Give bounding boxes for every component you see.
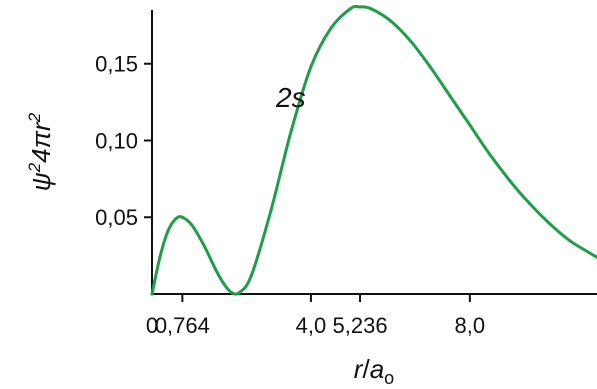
data-point xyxy=(249,274,253,278)
data-point xyxy=(190,223,194,227)
data-point xyxy=(388,19,392,23)
data-point xyxy=(508,178,512,182)
data-point xyxy=(369,7,372,10)
data-point xyxy=(166,229,170,233)
y-tick-label: 0,15 xyxy=(95,52,138,77)
tick-marks xyxy=(144,62,471,302)
x-tick-label: 4,0 xyxy=(296,313,327,338)
series-label-2s: 2s xyxy=(275,82,306,113)
y-axis-title-r: r xyxy=(26,121,56,131)
x-axis-title-slash: / xyxy=(362,354,370,384)
series-line-2s xyxy=(150,4,597,296)
data-point xyxy=(587,251,591,255)
data-point xyxy=(174,217,178,221)
data-point xyxy=(309,65,313,69)
x-axis-title: r/ao xyxy=(354,354,394,388)
data-point xyxy=(468,123,472,127)
series-points xyxy=(150,5,597,296)
x-tick-label: 0,764 xyxy=(155,313,210,338)
y-tick-label: 0,05 xyxy=(95,205,138,230)
data-point xyxy=(428,65,432,69)
y-axis-title-psi: ψ xyxy=(26,172,56,191)
data-point xyxy=(349,7,353,10)
data-point xyxy=(214,267,218,271)
plot-area: 00,764 4,0 5,236 8,0 0,05 0,10 0,15 xyxy=(95,4,597,338)
y-axis-title: ψ24πr2 xyxy=(25,112,56,191)
y-tick-label: 0,10 xyxy=(95,128,138,153)
data-point xyxy=(158,255,162,259)
tick-labels: 00,764 4,0 5,236 8,0 0,05 0,10 0,15 xyxy=(95,52,485,338)
data-point xyxy=(222,281,225,285)
x-tick-label: 5,236 xyxy=(333,313,388,338)
data-point xyxy=(180,215,184,219)
data-point xyxy=(289,129,293,133)
x-axis-title-var: r xyxy=(354,354,364,384)
data-point xyxy=(202,243,206,247)
x-axis-title-sub: o xyxy=(384,368,394,388)
data-point xyxy=(230,291,233,294)
data-point xyxy=(237,291,241,294)
data-point xyxy=(150,292,154,296)
y-axis-title-sup1: 2 xyxy=(25,162,44,173)
data-point xyxy=(329,26,333,30)
x-axis-title-denom: a xyxy=(370,354,384,384)
data-point xyxy=(408,39,412,43)
data-point xyxy=(358,5,362,9)
data-point xyxy=(547,221,551,225)
data-point xyxy=(567,238,571,242)
x-tick-label: 8,0 xyxy=(455,313,486,338)
x-tick-label: 0 xyxy=(146,313,158,338)
y-axis-title-sup2: 2 xyxy=(25,112,44,123)
data-point xyxy=(269,208,273,212)
y-axis-title-mid: 4π xyxy=(26,130,56,162)
data-point xyxy=(448,94,452,98)
data-point xyxy=(528,201,531,205)
data-point xyxy=(488,152,492,156)
